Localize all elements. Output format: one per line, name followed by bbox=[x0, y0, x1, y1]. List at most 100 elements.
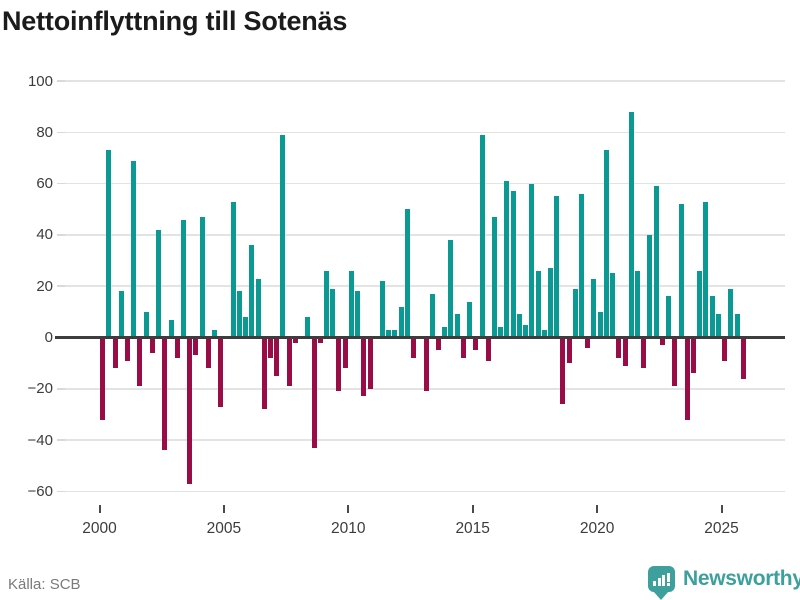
chart-title: Nettoinflyttning till Sotenäs bbox=[2, 6, 348, 36]
bar-negative bbox=[162, 337, 168, 451]
bar-positive bbox=[628, 111, 634, 338]
bar-positive bbox=[541, 329, 547, 338]
y-tick-label: 0 bbox=[44, 329, 53, 346]
bar-negative bbox=[691, 337, 696, 374]
bar-negative bbox=[124, 337, 130, 361]
bar-positive bbox=[479, 134, 485, 338]
bar-positive bbox=[380, 281, 385, 338]
x-tick-label: 2010 bbox=[331, 520, 366, 537]
x-tick-label: 2020 bbox=[579, 520, 615, 537]
bar-positive bbox=[398, 306, 404, 338]
chart-area: 100 80 60 40 20 0 −20 −40 −60 2000 2005 2010 2015 202… bbox=[27, 74, 785, 537]
x-tick-label: 2025 bbox=[704, 520, 739, 537]
bar-negative bbox=[218, 337, 224, 407]
bar-positive bbox=[591, 278, 597, 338]
bar-positive bbox=[715, 314, 721, 338]
gridline bbox=[65, 490, 785, 493]
bar-negative bbox=[435, 337, 441, 351]
x-tick-label: 2005 bbox=[206, 520, 242, 537]
bar-positive bbox=[330, 288, 336, 338]
bar-negative bbox=[261, 337, 267, 410]
bar-negative bbox=[286, 337, 292, 387]
x-axis-tick bbox=[596, 505, 599, 513]
bar-negative bbox=[149, 337, 155, 353]
bar-positive bbox=[678, 204, 684, 338]
bar-positive bbox=[212, 329, 218, 338]
gridline bbox=[65, 439, 785, 441]
gridline bbox=[65, 234, 785, 236]
y-axis-tick bbox=[55, 336, 65, 339]
y-axis-tick bbox=[57, 439, 65, 441]
bar-positive bbox=[386, 329, 392, 338]
bar-negative bbox=[622, 337, 628, 366]
x-axis-tick bbox=[720, 505, 723, 513]
bar-positive bbox=[697, 270, 703, 338]
brand-name: Newsworthy bbox=[683, 567, 800, 590]
x-axis-tick bbox=[98, 505, 101, 513]
bar-positive bbox=[529, 183, 535, 338]
bar-negative bbox=[336, 337, 342, 392]
bar-positive bbox=[728, 288, 734, 338]
bar-negative bbox=[473, 337, 479, 351]
bar-positive bbox=[516, 314, 522, 338]
bar-positive bbox=[510, 191, 516, 338]
bar-positive bbox=[523, 324, 529, 338]
bar-positive bbox=[597, 311, 603, 338]
bar-positive bbox=[635, 270, 641, 338]
bar-negative bbox=[616, 337, 622, 359]
bar-positive bbox=[579, 193, 585, 338]
bar-negative bbox=[566, 337, 572, 364]
bar-negative bbox=[684, 337, 690, 420]
x-axis-tick bbox=[471, 505, 474, 513]
bar-negative bbox=[311, 337, 317, 448]
bar-positive bbox=[734, 314, 740, 338]
bar-negative bbox=[672, 337, 678, 387]
x-axis-tick bbox=[347, 505, 350, 513]
bar-positive bbox=[392, 329, 398, 338]
newsworthy-logo: Newsworthy bbox=[648, 566, 800, 600]
bar-positive bbox=[143, 311, 149, 338]
bar-negative bbox=[423, 337, 429, 392]
bar-positive bbox=[610, 273, 616, 338]
y-tick-label: 20 bbox=[36, 277, 53, 295]
bar-positive bbox=[348, 270, 354, 338]
bar-positive bbox=[653, 186, 659, 338]
bar-positive bbox=[199, 216, 205, 338]
bar-positive bbox=[491, 216, 497, 338]
gridline bbox=[65, 80, 785, 82]
source-label: Källa: SCB bbox=[8, 576, 81, 593]
y-tick-label: 60 bbox=[36, 175, 53, 193]
bar-positive bbox=[666, 296, 672, 338]
zero-axis-line bbox=[65, 336, 785, 339]
bar-positive bbox=[168, 319, 174, 338]
bar-positive bbox=[324, 270, 330, 338]
bar-negative bbox=[174, 337, 180, 359]
bar-negative bbox=[137, 337, 143, 387]
bar-positive bbox=[355, 291, 361, 338]
x-tick-label: 2000 bbox=[82, 520, 117, 537]
bar-positive bbox=[249, 245, 255, 338]
bar-positive bbox=[230, 201, 236, 338]
bar-negative bbox=[342, 337, 348, 369]
bar-positive bbox=[305, 316, 311, 338]
bar-positive bbox=[647, 234, 653, 338]
bar-positive bbox=[535, 270, 541, 338]
bar-negative bbox=[740, 337, 746, 379]
bar-positive bbox=[498, 327, 504, 338]
y-tick-label: −40 bbox=[27, 431, 53, 449]
bar-negative bbox=[585, 337, 591, 348]
bar-positive bbox=[448, 240, 454, 338]
bar-negative bbox=[292, 337, 298, 343]
bar-negative bbox=[485, 337, 491, 361]
bar-negative bbox=[205, 337, 211, 369]
y-tick-label: 80 bbox=[36, 123, 53, 141]
bar-negative bbox=[722, 337, 728, 361]
bar-positive bbox=[547, 268, 553, 338]
bar-negative bbox=[367, 337, 373, 389]
pin-tip bbox=[653, 591, 669, 600]
bar-positive bbox=[118, 291, 124, 338]
x-tick-label: 2015 bbox=[455, 520, 490, 537]
gridline bbox=[65, 285, 785, 287]
bar-positive bbox=[243, 316, 249, 338]
